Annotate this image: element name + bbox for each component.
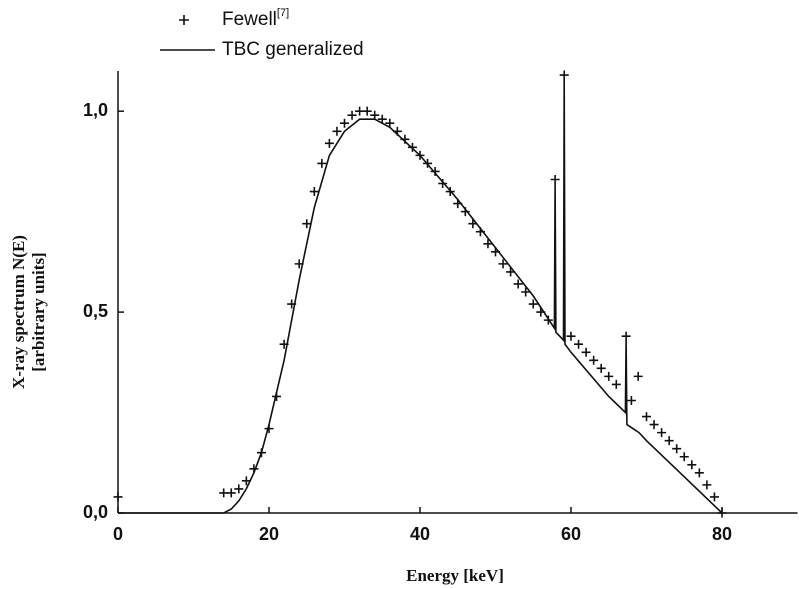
- marker: [355, 106, 365, 116]
- marker: [664, 436, 674, 446]
- x-tick-label: 20: [259, 524, 279, 544]
- y-axis-title: X-ray spectrum N(E) [arbitrary units]: [9, 235, 48, 389]
- marker: [687, 460, 697, 470]
- y-tick-label: 0,5: [83, 301, 108, 321]
- legend-name: TBC generalized: [222, 39, 364, 60]
- marker: [317, 158, 327, 168]
- marker: [589, 355, 599, 365]
- x-tick-label: 40: [410, 524, 430, 544]
- marker: [611, 379, 621, 389]
- y-axis-title-line: [arbitrary units]: [29, 252, 48, 371]
- scatter-series: [113, 70, 727, 518]
- marker: [377, 114, 387, 124]
- x-tick-label: 80: [712, 524, 732, 544]
- marker: [550, 174, 560, 184]
- y-axis-title-line: X-ray spectrum N(E): [9, 235, 28, 389]
- marker: [702, 480, 712, 490]
- marker: [113, 492, 123, 502]
- marker: [604, 371, 614, 381]
- line-series: [118, 78, 723, 514]
- marker: [362, 106, 372, 116]
- marker: [626, 395, 636, 405]
- marker: [528, 299, 538, 309]
- marker: [340, 118, 349, 128]
- marker: [309, 187, 319, 197]
- legend-item: Fewell[7]: [179, 7, 289, 30]
- y-tick-label: 1,0: [83, 100, 108, 120]
- marker: [559, 70, 569, 80]
- marker: [513, 279, 523, 289]
- y-tick-label: 0,0: [83, 502, 108, 522]
- marker: [633, 371, 643, 381]
- x-axis-title: Energy [keV]: [406, 566, 504, 585]
- marker: [324, 138, 334, 148]
- x-tick-label: 60: [561, 524, 581, 544]
- marker: [672, 444, 682, 454]
- marker: [483, 239, 493, 249]
- legend-item: TBC generalized: [160, 39, 364, 60]
- marker: [679, 452, 689, 462]
- marker: [347, 110, 357, 120]
- marker: [385, 118, 395, 128]
- legend-label: Fewell[7]: [222, 7, 289, 30]
- marker: [332, 126, 342, 136]
- marker: [234, 484, 244, 494]
- marker: [438, 179, 448, 189]
- marker: [430, 166, 440, 176]
- legend-note: [7]: [277, 7, 289, 19]
- legend-label: TBC generalized: [222, 39, 364, 60]
- marker: [709, 492, 719, 502]
- marker: [219, 488, 229, 498]
- marker: [694, 468, 704, 478]
- marker: [302, 219, 312, 229]
- x-tick-label: 0: [113, 524, 123, 544]
- legend-name: Fewell: [222, 9, 277, 30]
- marker: [621, 331, 631, 341]
- marker: [179, 15, 189, 25]
- marker: [649, 420, 659, 430]
- marker: [226, 488, 236, 498]
- marker: [657, 428, 667, 438]
- marker: [581, 347, 591, 357]
- marker: [498, 259, 508, 269]
- marker: [596, 363, 606, 373]
- marker: [566, 331, 576, 341]
- marker: [642, 412, 651, 422]
- marker: [370, 110, 380, 120]
- marker: [574, 339, 584, 349]
- marker: [521, 287, 531, 297]
